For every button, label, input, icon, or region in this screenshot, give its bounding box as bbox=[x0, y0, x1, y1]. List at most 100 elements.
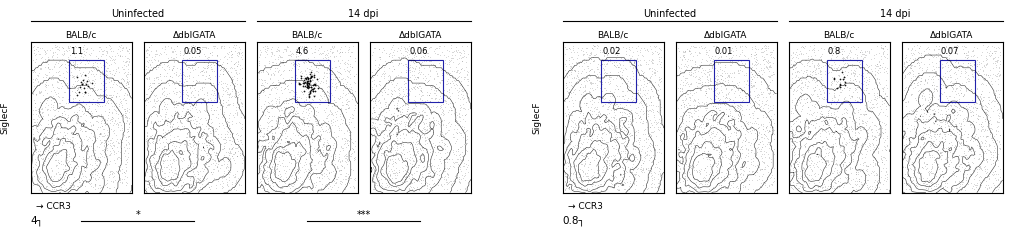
Point bbox=[385, 153, 401, 156]
Point bbox=[368, 84, 385, 88]
Point bbox=[140, 110, 157, 114]
Point bbox=[448, 131, 464, 135]
Point bbox=[74, 181, 90, 184]
Point bbox=[633, 158, 650, 162]
Point bbox=[844, 136, 860, 139]
Point bbox=[932, 121, 948, 124]
Point bbox=[178, 96, 194, 100]
Point bbox=[592, 50, 609, 54]
Point bbox=[716, 179, 732, 183]
Point bbox=[157, 120, 173, 123]
Point bbox=[872, 180, 888, 184]
Point bbox=[720, 128, 737, 132]
Point bbox=[313, 138, 329, 141]
Point bbox=[564, 148, 580, 152]
Point bbox=[559, 186, 575, 190]
Point bbox=[712, 67, 728, 71]
Point bbox=[89, 136, 105, 140]
Point bbox=[199, 90, 216, 94]
Point bbox=[271, 169, 287, 173]
Point bbox=[638, 81, 655, 85]
Point bbox=[675, 170, 692, 174]
Text: ΔdblGATA: ΔdblGATA bbox=[173, 31, 216, 40]
Point bbox=[437, 174, 453, 177]
Point bbox=[376, 157, 393, 161]
Point bbox=[857, 136, 874, 140]
Point bbox=[738, 147, 754, 150]
Point bbox=[187, 78, 204, 82]
Point bbox=[204, 143, 220, 146]
Point bbox=[713, 175, 729, 178]
Point bbox=[79, 156, 95, 160]
Point bbox=[442, 81, 458, 85]
Point bbox=[92, 61, 108, 65]
Point bbox=[948, 98, 965, 102]
Point bbox=[71, 105, 87, 109]
Point bbox=[872, 66, 888, 70]
Point bbox=[842, 81, 858, 85]
Point bbox=[703, 98, 719, 101]
Point bbox=[288, 160, 305, 164]
Point bbox=[896, 135, 913, 139]
Point bbox=[640, 109, 657, 113]
Point bbox=[811, 176, 828, 180]
Point bbox=[680, 164, 697, 167]
Point bbox=[794, 44, 810, 48]
Point bbox=[677, 83, 694, 86]
Point bbox=[819, 123, 836, 127]
Point bbox=[933, 157, 949, 161]
Point bbox=[879, 94, 895, 98]
Point bbox=[402, 158, 418, 162]
Point bbox=[567, 68, 583, 72]
Point bbox=[162, 137, 178, 141]
Point bbox=[833, 86, 849, 89]
Point bbox=[911, 172, 928, 176]
Point bbox=[439, 187, 455, 191]
Point bbox=[842, 86, 858, 90]
Point bbox=[960, 53, 976, 57]
Point bbox=[208, 129, 224, 133]
Point bbox=[707, 79, 723, 83]
Point bbox=[588, 117, 605, 120]
Point bbox=[306, 164, 322, 167]
Point bbox=[344, 116, 360, 119]
Point bbox=[861, 79, 878, 83]
Point bbox=[877, 123, 893, 127]
Point bbox=[621, 60, 637, 64]
Point bbox=[681, 115, 698, 119]
Point bbox=[954, 106, 971, 110]
Point bbox=[260, 124, 276, 127]
Point bbox=[101, 80, 118, 84]
Point bbox=[977, 103, 993, 106]
Point bbox=[150, 83, 167, 87]
Point bbox=[624, 117, 640, 121]
Point bbox=[185, 140, 202, 144]
Point bbox=[981, 51, 997, 55]
Point bbox=[593, 170, 610, 174]
Point bbox=[955, 123, 972, 127]
Point bbox=[196, 46, 213, 49]
Point bbox=[870, 160, 886, 164]
Point bbox=[160, 163, 176, 167]
Point bbox=[60, 160, 77, 164]
Point bbox=[205, 129, 221, 133]
Point bbox=[605, 105, 621, 109]
Point bbox=[280, 181, 297, 185]
Point bbox=[343, 120, 359, 124]
Point bbox=[224, 55, 240, 59]
Point bbox=[103, 151, 120, 155]
Point bbox=[733, 44, 750, 48]
Point bbox=[810, 61, 827, 65]
Point bbox=[573, 48, 589, 52]
Point bbox=[697, 131, 713, 134]
Point bbox=[873, 126, 889, 130]
Point bbox=[57, 167, 74, 171]
Point bbox=[227, 105, 243, 109]
Point bbox=[705, 119, 721, 123]
Point bbox=[178, 79, 194, 83]
Point bbox=[264, 134, 280, 138]
Point bbox=[391, 127, 407, 130]
Point bbox=[138, 168, 154, 171]
Point bbox=[608, 60, 624, 63]
Point bbox=[690, 184, 706, 188]
